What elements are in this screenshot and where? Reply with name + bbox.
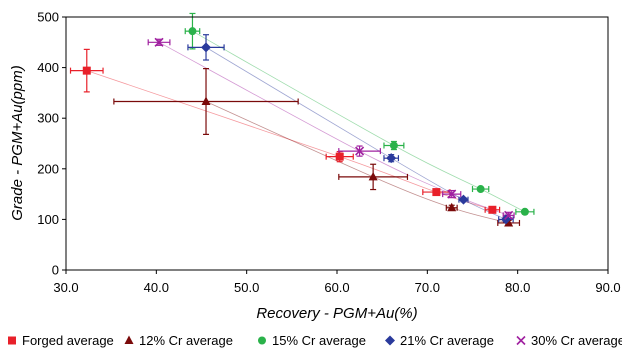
legend-marker [124,335,134,344]
legend-marker [258,336,266,345]
legend-marker [385,335,395,346]
x-tick-label: 40.0 [144,280,169,295]
data-point [154,37,164,47]
trend-line [205,47,507,220]
data-point [389,141,398,150]
trend-line [86,70,493,211]
data-point [82,66,91,75]
legend-item: 21% Cr average [385,333,494,348]
x-tick-label: 50.0 [234,280,259,295]
legend-label: 21% Cr average [400,333,494,348]
data-markers [82,27,529,227]
y-tick-label: 0 [52,263,59,278]
x-tick-label: 90.0 [595,280,620,295]
y-tick-label: 200 [37,161,59,176]
trend-line [205,101,509,224]
data-point [447,202,457,212]
y-tick-label: 400 [37,60,59,75]
data-point [386,153,397,164]
data-point [335,152,344,161]
y-axis-ticks: 0 100 200 300 400 500 [37,10,66,278]
legend-item: 12% Cr average [124,333,233,348]
data-point [355,146,365,156]
data-point [504,217,514,227]
data-point [500,214,511,225]
legend-marker [8,336,16,345]
data-point [432,188,441,197]
data-point [520,207,529,216]
y-axis-title: Grade - PGM+Au(ppm) [9,65,26,220]
data-point [201,42,212,53]
y-tick-label: 100 [37,212,59,227]
data-point [368,171,378,181]
legend-label: 15% Cr average [272,333,366,348]
x-tick-label: 80.0 [505,280,530,295]
legend-marker [516,335,526,346]
x-tick-label: 70.0 [415,280,440,295]
trend-line [158,41,509,216]
data-point [488,205,497,214]
x-tick-label: 30.0 [53,280,78,295]
legend: Forged average 12% Cr average 15% Cr avera… [8,333,622,348]
y-tick-label: 500 [37,10,59,25]
trend-line [192,30,526,213]
legend-label: 12% Cr average [139,333,233,348]
data-point [201,96,211,106]
legend-label: Forged average [22,333,114,348]
legend-item: Forged average [8,333,114,348]
legend-label: 30% Cr average [531,333,622,348]
y-tick-label: 300 [37,111,59,126]
legend-item: 15% Cr average [258,333,366,348]
x-axis-title: Recovery - PGM+Au(%) [256,305,417,322]
x-tick-label: 60.0 [324,280,349,295]
x-axis-ticks: 30.0 40.0 50.0 60.0 70.0 80.0 90.0 [53,270,621,295]
data-point [504,210,514,220]
data-point [447,189,457,199]
legend-item: 30% Cr average [516,333,622,348]
plot-area [65,16,609,271]
data-point [188,27,197,36]
error-bars [69,12,535,227]
data-point [458,194,469,205]
data-point [476,185,485,194]
